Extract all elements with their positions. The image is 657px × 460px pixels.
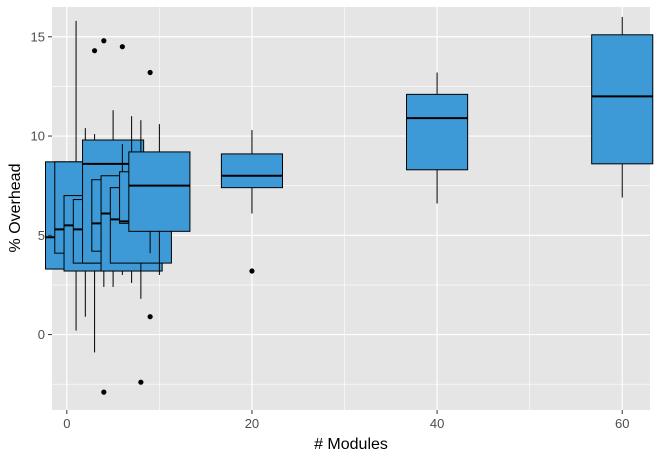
outlier-point <box>101 389 107 395</box>
y-tick-label: 10 <box>31 129 45 144</box>
axes: 0 20 40 60 0 5 10 15 <box>31 29 630 431</box>
x-tick-label: 60 <box>615 416 629 431</box>
box-body <box>406 93 469 171</box>
outlier-point <box>91 48 98 54</box>
box-x-60 <box>591 16 654 198</box>
outlier-point <box>147 69 153 76</box>
outlier-point <box>147 314 153 320</box>
box-series <box>45 16 654 395</box>
x-tick-label: 40 <box>430 416 444 431</box>
outlier-point <box>249 268 255 274</box>
box-body <box>591 34 654 165</box>
y-tick-label: 5 <box>38 228 45 243</box>
box-x-40 <box>406 72 469 204</box>
outlier-point <box>119 44 125 50</box>
y-axis-title: % Overhead <box>7 164 24 253</box>
box-body <box>128 151 191 232</box>
outlier-point <box>138 379 144 385</box>
x-tick-label: 0 <box>63 416 70 431</box>
outlier-point <box>101 38 107 44</box>
x-axis-title: # Modules <box>314 436 388 453</box>
minor-gridlines <box>52 7 650 410</box>
major-gridlines <box>52 7 650 410</box>
box-body <box>220 153 283 189</box>
box-x-10 <box>128 124 191 276</box>
x-tick-label: 20 <box>245 416 259 431</box>
box-x-20 <box>220 130 283 274</box>
y-tick-label: 15 <box>31 29 45 44</box>
y-tick-label: 0 <box>38 327 45 342</box>
